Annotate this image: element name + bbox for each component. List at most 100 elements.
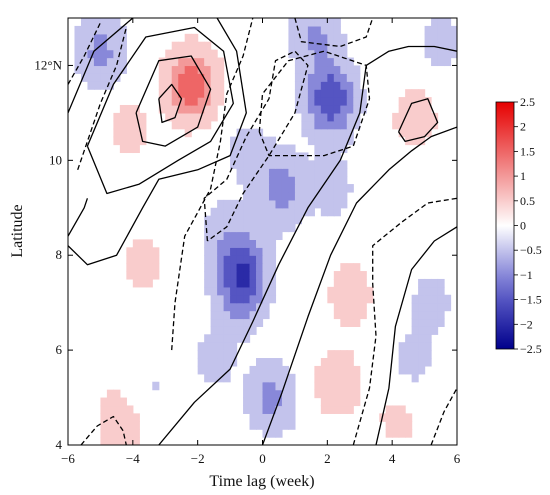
shading-cell bbox=[106, 57, 114, 67]
shading-cell bbox=[152, 255, 160, 264]
shading-cell bbox=[230, 215, 238, 225]
shading-cell bbox=[100, 73, 108, 82]
shading-cell bbox=[411, 326, 419, 335]
shading-cell bbox=[333, 136, 341, 146]
shading-cell bbox=[353, 286, 361, 296]
shading-cell bbox=[93, 49, 102, 59]
shading-cell bbox=[132, 271, 140, 280]
shading-cell bbox=[217, 278, 225, 288]
shading-cell bbox=[210, 358, 218, 367]
contour-positive bbox=[158, 45, 457, 445]
shading-cell bbox=[346, 128, 354, 138]
shading-cell bbox=[262, 358, 270, 367]
shading-cell bbox=[288, 168, 296, 177]
shading-cell bbox=[385, 413, 393, 422]
shading-cell bbox=[126, 437, 134, 445]
shading-cell bbox=[314, 160, 322, 169]
shading-cell bbox=[327, 294, 335, 304]
shading-cell bbox=[223, 215, 231, 225]
shading-cell bbox=[178, 120, 186, 130]
shading-cell bbox=[327, 81, 335, 90]
shading-cell bbox=[346, 286, 354, 296]
shading-cell bbox=[197, 104, 205, 114]
shading-cell bbox=[256, 215, 264, 225]
shading-cell bbox=[353, 302, 361, 312]
shading-cell bbox=[230, 310, 238, 320]
shading-cell bbox=[333, 25, 341, 35]
shading-cell bbox=[262, 381, 270, 391]
x-tick-label: 2 bbox=[324, 451, 331, 466]
shading-cell bbox=[171, 49, 179, 59]
shading-cell bbox=[100, 57, 108, 67]
shading-cell bbox=[424, 112, 432, 122]
shading-cell bbox=[307, 136, 315, 146]
shading-cell bbox=[314, 81, 322, 90]
shading-cell bbox=[314, 144, 322, 154]
shading-cell bbox=[158, 73, 166, 82]
shading-cell bbox=[243, 207, 251, 217]
shading-cell bbox=[178, 73, 186, 82]
shading-cell bbox=[301, 191, 309, 201]
shading-cell bbox=[197, 73, 205, 82]
shading-cell bbox=[256, 223, 264, 233]
shading-cell bbox=[294, 160, 302, 169]
shading-cell bbox=[152, 263, 160, 272]
shading-cell bbox=[333, 128, 341, 138]
shading-cell bbox=[268, 358, 277, 367]
shading-cell bbox=[268, 397, 277, 407]
shading-cell bbox=[204, 120, 212, 130]
shading-cell bbox=[320, 65, 328, 74]
shading-cell bbox=[288, 176, 296, 185]
shading-cell bbox=[74, 25, 82, 35]
shading-cell bbox=[294, 81, 302, 90]
shading-cell bbox=[262, 160, 270, 169]
shading-cell bbox=[87, 18, 95, 27]
shading-cell bbox=[392, 413, 400, 422]
shading-cell bbox=[204, 278, 212, 288]
shading-cell bbox=[236, 231, 244, 241]
shading-cell bbox=[288, 373, 296, 383]
shading-cell bbox=[320, 18, 328, 27]
shading-cell bbox=[307, 89, 315, 98]
shading-cell bbox=[106, 41, 114, 51]
shading-cell bbox=[340, 97, 348, 106]
shading-cell bbox=[346, 65, 354, 74]
shading-cell bbox=[340, 144, 348, 154]
shading-cell bbox=[340, 136, 348, 146]
shading-cell bbox=[314, 128, 322, 138]
shading-cell bbox=[333, 350, 341, 359]
shading-cell bbox=[333, 168, 341, 177]
shading-cell bbox=[184, 81, 192, 90]
shading-cell bbox=[340, 271, 348, 280]
shading-cell bbox=[80, 73, 89, 82]
shading-cell bbox=[223, 373, 231, 383]
shading-cell bbox=[314, 120, 322, 130]
shading-cell bbox=[405, 112, 413, 122]
shading-cell bbox=[230, 239, 238, 248]
shading-cell bbox=[411, 294, 419, 304]
shading-cell bbox=[424, 318, 432, 327]
shading-cell bbox=[256, 231, 264, 241]
shading-cell bbox=[243, 302, 251, 312]
shading-cell bbox=[353, 373, 361, 383]
shading-cell bbox=[223, 350, 231, 359]
shading-cell bbox=[243, 397, 251, 407]
shading-cell bbox=[275, 429, 283, 438]
shading-cell bbox=[327, 176, 335, 185]
shading-cell bbox=[340, 373, 348, 383]
shading-cell bbox=[398, 112, 406, 122]
shading-cell bbox=[223, 207, 231, 217]
shading-cell bbox=[418, 365, 426, 375]
shading-cell bbox=[100, 33, 108, 43]
x-axis: −6 −4 −2 0 2 4 6 bbox=[61, 18, 461, 466]
shading-cell bbox=[236, 271, 244, 280]
shading-cell bbox=[243, 160, 251, 169]
shading-cell bbox=[346, 73, 354, 82]
colorbar-tick-label: 2 bbox=[520, 120, 526, 134]
shading-cell bbox=[431, 302, 439, 312]
shading-cell bbox=[126, 429, 134, 438]
shading-cell bbox=[100, 413, 108, 422]
shading-cell bbox=[243, 373, 251, 383]
shading-cell bbox=[119, 57, 127, 67]
shading-cell bbox=[346, 263, 354, 272]
